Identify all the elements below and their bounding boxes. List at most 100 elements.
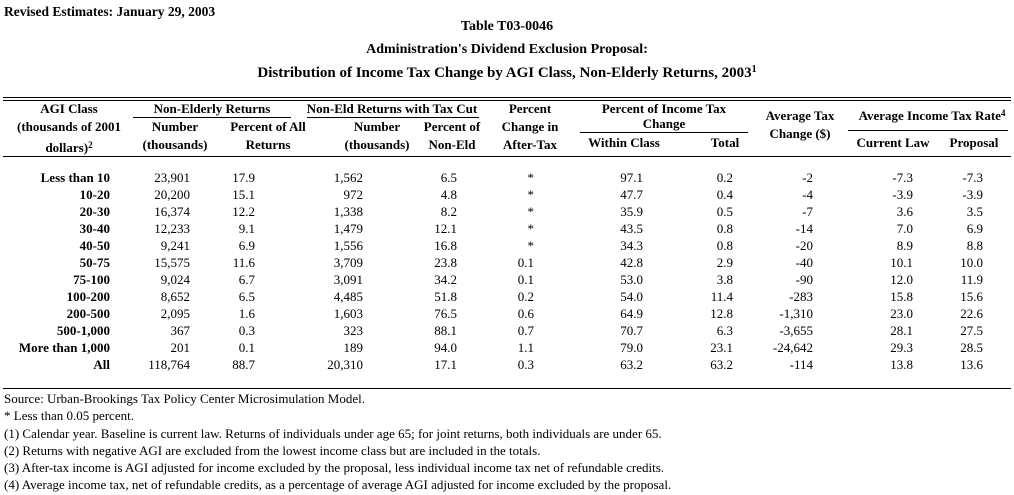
value-cell: -3.9: [892, 186, 913, 202]
value-cell: 0.3: [238, 322, 255, 338]
value-cell: -3.9: [962, 186, 983, 202]
value-cell: 9,241: [160, 237, 190, 253]
ne-number-header-line1: Number: [151, 119, 199, 134]
agi-class-label: More than 1,000: [18, 339, 110, 355]
value-cell: 0.1: [238, 339, 255, 355]
value-cell: 63.2: [710, 356, 733, 372]
value-cell: *: [527, 186, 535, 202]
value-cell: 94.0: [434, 339, 457, 355]
value-cell: 1.1: [517, 339, 534, 355]
value-cell: 0.8: [716, 220, 733, 236]
value-cell: 79.0: [620, 339, 643, 355]
value-cell: 15.6: [960, 288, 983, 304]
value-cell: 70.7: [620, 322, 643, 338]
asterisk-note: * Less than 0.05 percent.: [4, 408, 134, 424]
agi-class-label: 40-50: [79, 237, 110, 253]
group-underline-pct-income: [580, 132, 748, 133]
agi-class-header-line1: AGI Class: [40, 101, 98, 116]
value-cell: 23.1: [710, 339, 733, 355]
value-cell: 23.8: [434, 254, 457, 270]
value-cell: -4: [802, 186, 813, 202]
table-row: More than 1,000 201 0.1 189 94.0 1.1 79.0 23.1 -…: [5, 339, 985, 356]
value-cell: 10.0: [960, 254, 983, 270]
value-cell: 6.7: [238, 271, 255, 287]
value-cell: 1.6: [238, 305, 255, 321]
ne-percent-header-line2: Returns: [245, 137, 291, 152]
agi-class-label: 50-75: [79, 254, 110, 270]
total-header: Total: [710, 135, 740, 150]
value-cell: 1,338: [333, 203, 363, 219]
value-cell: 47.7: [620, 186, 643, 202]
group-underline-non-elderly: [133, 117, 291, 118]
value-cell: 4,485: [333, 288, 363, 304]
value-cell: 0.2: [517, 288, 534, 304]
value-cell: 972: [343, 186, 364, 202]
value-cell: 0.3: [517, 356, 534, 372]
group-header-avg-rate: Average Income Tax Rate4: [812, 106, 1014, 123]
value-cell: 10.1: [890, 254, 913, 270]
value-cell: 11.9: [960, 271, 983, 287]
table-row: 500-1,000 367 0.3 323 88.1 0.7 70.7 6.3 -3,655 28…: [5, 322, 985, 339]
value-cell: 13.8: [890, 356, 913, 372]
value-cell: 97.1: [620, 169, 643, 185]
table-number-title: Table T03-0046: [460, 19, 554, 34]
tc-number-header-line2: (thousands): [344, 137, 410, 152]
table-row: 20-30 16,374 12.2 1,338 8.2 * 35.9 0.5 -7 3.6 3.5: [5, 203, 985, 220]
footnote-4: (4) Average income tax, net of refundabl…: [4, 477, 672, 493]
value-cell: -7.3: [892, 169, 913, 185]
value-cell: 201: [170, 339, 191, 355]
after-tax-header-line1: Percent: [508, 101, 552, 116]
value-cell: -20: [795, 237, 813, 253]
value-cell: 35.9: [620, 203, 643, 219]
value-cell: 8.8: [966, 237, 983, 253]
value-cell: 6.9: [238, 237, 255, 253]
footnote-marker-2: 2: [88, 140, 93, 150]
value-cell: 53.0: [620, 271, 643, 287]
value-cell: 9,024: [160, 271, 190, 287]
table-body: Less than 10 23,901 17.9 1,562 6.5 * 97.1 0.2 -2…: [5, 169, 985, 373]
value-cell: 0.4: [716, 186, 733, 202]
value-cell: 1,556: [333, 237, 363, 253]
distribution-title: Distribution of Income Tax Change by AGI…: [0, 64, 1014, 82]
table-row: Less than 10 23,901 17.9 1,562 6.5 * 97.1 0.2 -2…: [5, 169, 985, 186]
footnote-marker-4: 4: [1000, 108, 1006, 118]
value-cell: 8.2: [440, 203, 457, 219]
value-cell: 6.3: [716, 322, 733, 338]
ne-number-header-line2: (thousands): [142, 137, 208, 152]
value-cell: *: [527, 237, 535, 253]
value-cell: 0.1: [517, 271, 534, 287]
value-cell: 54.0: [620, 288, 643, 304]
table-row: 100-200 8,652 6.5 4,485 51.8 0.2 54.0 11.4 -283 1…: [5, 288, 985, 305]
value-cell: 63.2: [620, 356, 643, 372]
table-row: 50-75 15,575 11.6 3,709 23.8 0.1 42.8 2.9 -40 10.…: [5, 254, 985, 271]
value-cell: *: [527, 203, 535, 219]
value-cell: 3,091: [333, 271, 363, 287]
value-cell: 20,200: [154, 186, 190, 202]
value-cell: 23,901: [154, 169, 190, 185]
value-cell: 15,575: [154, 254, 190, 270]
value-cell: 28.5: [960, 339, 983, 355]
value-cell: -3,655: [779, 322, 813, 338]
after-tax-header-line2: Change in: [501, 119, 559, 134]
value-cell: 8.9: [896, 237, 913, 253]
group-header-tax-cut: Non-Eld Returns with Tax Cut: [306, 101, 478, 116]
proposal-title: Administration's Dividend Exclusion Prop…: [366, 42, 648, 57]
footnote-3: (3) After-tax income is AGI adjusted for…: [4, 460, 665, 476]
value-cell: 3.8: [716, 271, 733, 287]
value-cell: 2.9: [716, 254, 733, 270]
agi-class-label: 10-20: [79, 186, 110, 202]
value-cell: 28.1: [890, 322, 913, 338]
value-cell: 22.6: [960, 305, 983, 321]
value-cell: 0.5: [716, 203, 733, 219]
value-cell: 12.2: [232, 203, 255, 219]
value-cell: 1,562: [333, 169, 363, 185]
value-cell: 0.6: [517, 305, 534, 321]
value-cell: -283: [789, 288, 813, 304]
value-cell: 6.5: [238, 288, 255, 304]
value-cell: 11.6: [232, 254, 255, 270]
value-cell: 11.4: [710, 288, 733, 304]
value-cell: -40: [795, 254, 813, 270]
group-header-avg-rate-text: Average Income Tax Rate: [858, 108, 1001, 123]
value-cell: -2: [802, 169, 813, 185]
value-cell: 51.8: [434, 288, 457, 304]
